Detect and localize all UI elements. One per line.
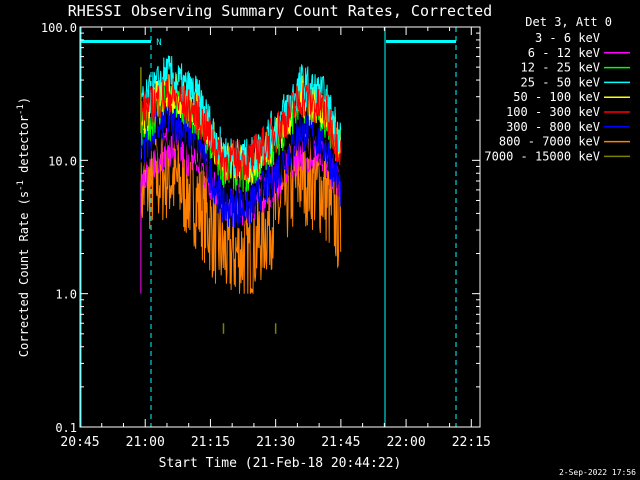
legend-entry: 6 - 12 keV: [528, 46, 600, 60]
y-tick-label: 10.0: [48, 154, 77, 168]
x-tick-label: 21:30: [256, 435, 295, 450]
x-tick-label: 22:15: [452, 435, 491, 450]
series-line: [140, 73, 342, 181]
x-tick-label: 21:45: [321, 435, 360, 450]
x-tick-label: 20:45: [60, 435, 99, 450]
flag-bar: [81, 40, 151, 43]
timestamp: 2-Sep-2022 17:56: [559, 468, 636, 477]
x-tick-label: 21:00: [126, 435, 165, 450]
flag-bar: [386, 40, 456, 43]
chart-title: RHESSI Observing Summary Count Rates, Co…: [68, 2, 492, 20]
legend-entry: 300 - 800 keV: [506, 120, 600, 134]
series-line: [140, 132, 342, 294]
legend-title: Det 3, Att 0: [525, 15, 612, 29]
y-tick-label: 0.1: [55, 421, 77, 435]
plot-frame: [79, 26, 481, 428]
y-axis-label: Corrected Count Rate (s-1 detector-1): [16, 97, 31, 357]
legend-entry: 50 - 100 keV: [513, 90, 600, 104]
legend-entry: 800 - 7000 keV: [499, 135, 600, 149]
y-tick-label: 1.0: [55, 288, 77, 302]
y-tick-label: 100.0: [41, 21, 77, 35]
flag-label: N: [156, 38, 161, 48]
legend-entry: 100 - 300 keV: [506, 105, 600, 119]
legend-entry: 3 - 6 keV: [535, 31, 600, 45]
x-tick-label: 21:15: [191, 435, 230, 450]
axes: 0.1 1.0 10.0 100.0 20:45 21:00 21:15 21:30 21:45…: [41, 21, 491, 450]
x-tick-label: 22:00: [387, 435, 426, 450]
series-layer: [140, 55, 342, 334]
x-axis-label: Start Time (21-Feb-18 20:44:22): [159, 456, 402, 471]
legend-entry: 25 - 50 keV: [521, 75, 600, 89]
legend-entry: 12 - 25 keV: [521, 61, 600, 75]
legend-entry: 7000 - 15000 keV: [484, 149, 600, 163]
